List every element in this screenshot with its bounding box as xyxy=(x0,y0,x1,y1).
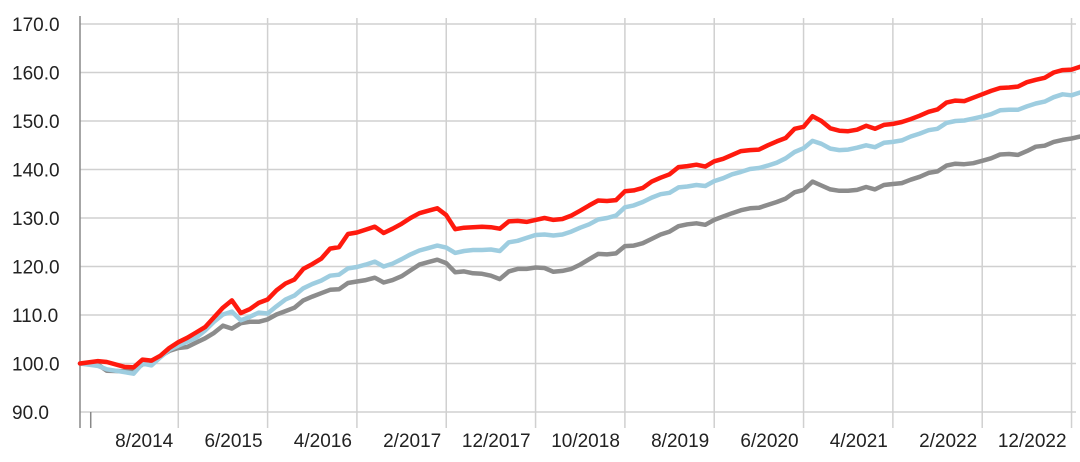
gray-series-line xyxy=(77,134,1080,374)
x-tick-label: 8/2019 xyxy=(651,431,709,452)
y-tick-label: 130.0 xyxy=(12,209,60,230)
y-tick-label: 140.0 xyxy=(12,161,60,182)
x-tick-label: 8/2014 xyxy=(115,431,174,452)
x-axis-tick-labels: 8/2014 6/2015 4/2016 2/2017 12/2017 10/2018 8/… xyxy=(115,431,1066,452)
x-tick-label: 4/2016 xyxy=(294,431,352,452)
axes xyxy=(79,16,92,428)
y-tick-label: 110.0 xyxy=(12,306,58,327)
x-tick-label: 12/2022 xyxy=(998,431,1067,452)
x-tick-label: 6/2015 xyxy=(204,431,262,452)
series-layer xyxy=(77,64,1080,376)
y-tick-label: 120.0 xyxy=(12,258,60,279)
horizontal-gridlines xyxy=(80,23,1076,413)
x-tick-label: 10/2018 xyxy=(551,431,620,452)
y-tick-label: 170.0 xyxy=(12,15,60,36)
x-tick-label: 6/2020 xyxy=(740,431,798,452)
red-series-line xyxy=(77,64,1080,370)
y-tick-label: 150.0 xyxy=(12,112,60,133)
x-tick-label: 12/2017 xyxy=(462,431,531,452)
y-tick-label: 90.0 xyxy=(12,403,49,424)
x-tick-label: 2/2022 xyxy=(919,431,977,452)
x-tick-label: 2/2017 xyxy=(383,431,441,452)
y-axis-tick-labels: 90.0 100.0 110.0 120.0 130.0 140.0 150.0 160.0 1… xyxy=(12,15,60,424)
y-tick-label: 100.0 xyxy=(12,355,60,376)
x-tick-label: 4/2021 xyxy=(830,431,888,452)
lightblue-series-line xyxy=(77,90,1080,376)
vertical-gridlines xyxy=(177,18,1073,428)
y-tick-label: 160.0 xyxy=(12,64,60,85)
